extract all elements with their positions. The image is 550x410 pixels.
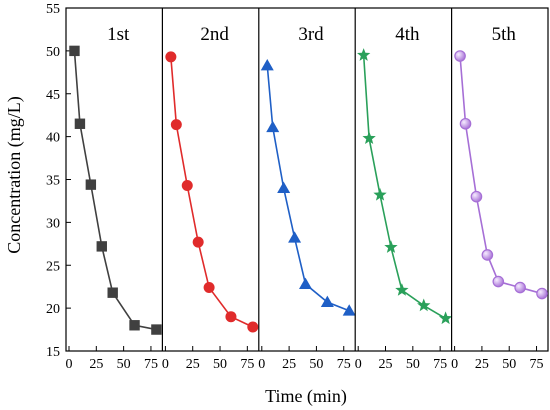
x-tick-label: 50 (213, 357, 227, 372)
data-point (225, 311, 237, 323)
data-point (481, 249, 494, 261)
y-tick-label: 20 (46, 302, 60, 317)
panel-2: 0 25 50 75 2nd (161, 8, 259, 372)
data-point (151, 324, 162, 335)
x-tick-label: 0 (451, 357, 458, 372)
data-point (342, 304, 356, 316)
panel-1: 0 25 50 75 1st (66, 24, 162, 372)
data-point (492, 275, 505, 288)
data-point (470, 190, 483, 203)
data-point (299, 277, 312, 289)
data-point (384, 240, 398, 253)
data-point (260, 58, 274, 71)
x-tick-label: 75 (530, 357, 544, 372)
x-tick-label: 75 (240, 357, 254, 372)
data-point (107, 287, 118, 298)
data-point (69, 45, 80, 57)
panel-label: 5th (492, 24, 517, 45)
y-tick-label: 50 (46, 45, 60, 60)
plot-frame (65, 7, 549, 352)
series-line (362, 55, 447, 320)
y-tick-label: 30 (46, 216, 60, 231)
series-line (266, 65, 350, 312)
data-point (203, 282, 215, 294)
x-tick-label: 25 (186, 357, 200, 372)
y-tick-label: 55 (46, 2, 60, 17)
x-tick-label: 0 (162, 357, 169, 372)
y-axis-title: Concentration (mg/L) (4, 96, 25, 253)
data-point (181, 180, 193, 192)
data-point (165, 51, 177, 63)
data-point (514, 281, 526, 294)
x-tick-label: 0 (66, 357, 73, 372)
panel-5: 0 25 50 75 5th (451, 8, 548, 372)
x-tick-label: 75 (144, 357, 158, 372)
panel-4: 0 25 50 75 4th (354, 8, 453, 372)
panel-label: 3rd (298, 24, 324, 45)
data-point (395, 283, 409, 296)
data-point (170, 119, 182, 131)
data-point (247, 321, 259, 333)
y-tick-label: 45 (46, 88, 60, 103)
data-point (288, 231, 302, 243)
x-tick-label: 25 (475, 357, 489, 372)
data-point (320, 295, 334, 307)
data-point (454, 50, 466, 62)
panel-label: 4th (395, 24, 420, 45)
x-tick-label: 50 (309, 357, 323, 372)
plot-layer: 15 20 25 30 35 40 45 50 55 0 25 50 75 1st 0 25 50 75 2nd 0 2… (46, 2, 549, 372)
x-tick-label: 75 (433, 357, 447, 372)
x-tick-label: 0 (258, 357, 265, 372)
data-point (357, 48, 371, 61)
data-point (96, 241, 107, 252)
panel-label: 1st (107, 24, 130, 45)
x-tick-label: 25 (282, 357, 296, 372)
data-point (85, 179, 97, 190)
x-axis-title: Time (min) (265, 386, 347, 407)
data-point (438, 311, 453, 325)
x-tick-label: 25 (379, 357, 393, 372)
y-tick-label: 35 (46, 174, 60, 189)
x-tick-label: 25 (89, 357, 103, 372)
x-tick-label: 50 (502, 357, 516, 372)
x-tick-label: 75 (337, 357, 351, 372)
panel-3: 0 25 50 75 3rd (258, 8, 356, 372)
data-point (192, 236, 204, 248)
data-point (277, 181, 291, 193)
x-tick-label: 50 (117, 357, 131, 372)
data-point (362, 131, 376, 144)
x-tick-label: 0 (355, 357, 362, 372)
panel-label: 2nd (200, 24, 229, 45)
data-point (459, 117, 472, 130)
y-tick-label: 40 (46, 131, 60, 146)
data-point (74, 118, 86, 129)
data-point (536, 287, 548, 300)
y-tick-label: 25 (46, 259, 60, 274)
data-point (129, 320, 140, 331)
x-tick-label: 50 (406, 357, 420, 372)
data-point (266, 120, 280, 133)
data-point (373, 187, 387, 201)
data-point (417, 298, 431, 312)
series-line (459, 55, 543, 295)
y-tick-label: 15 (46, 345, 60, 360)
